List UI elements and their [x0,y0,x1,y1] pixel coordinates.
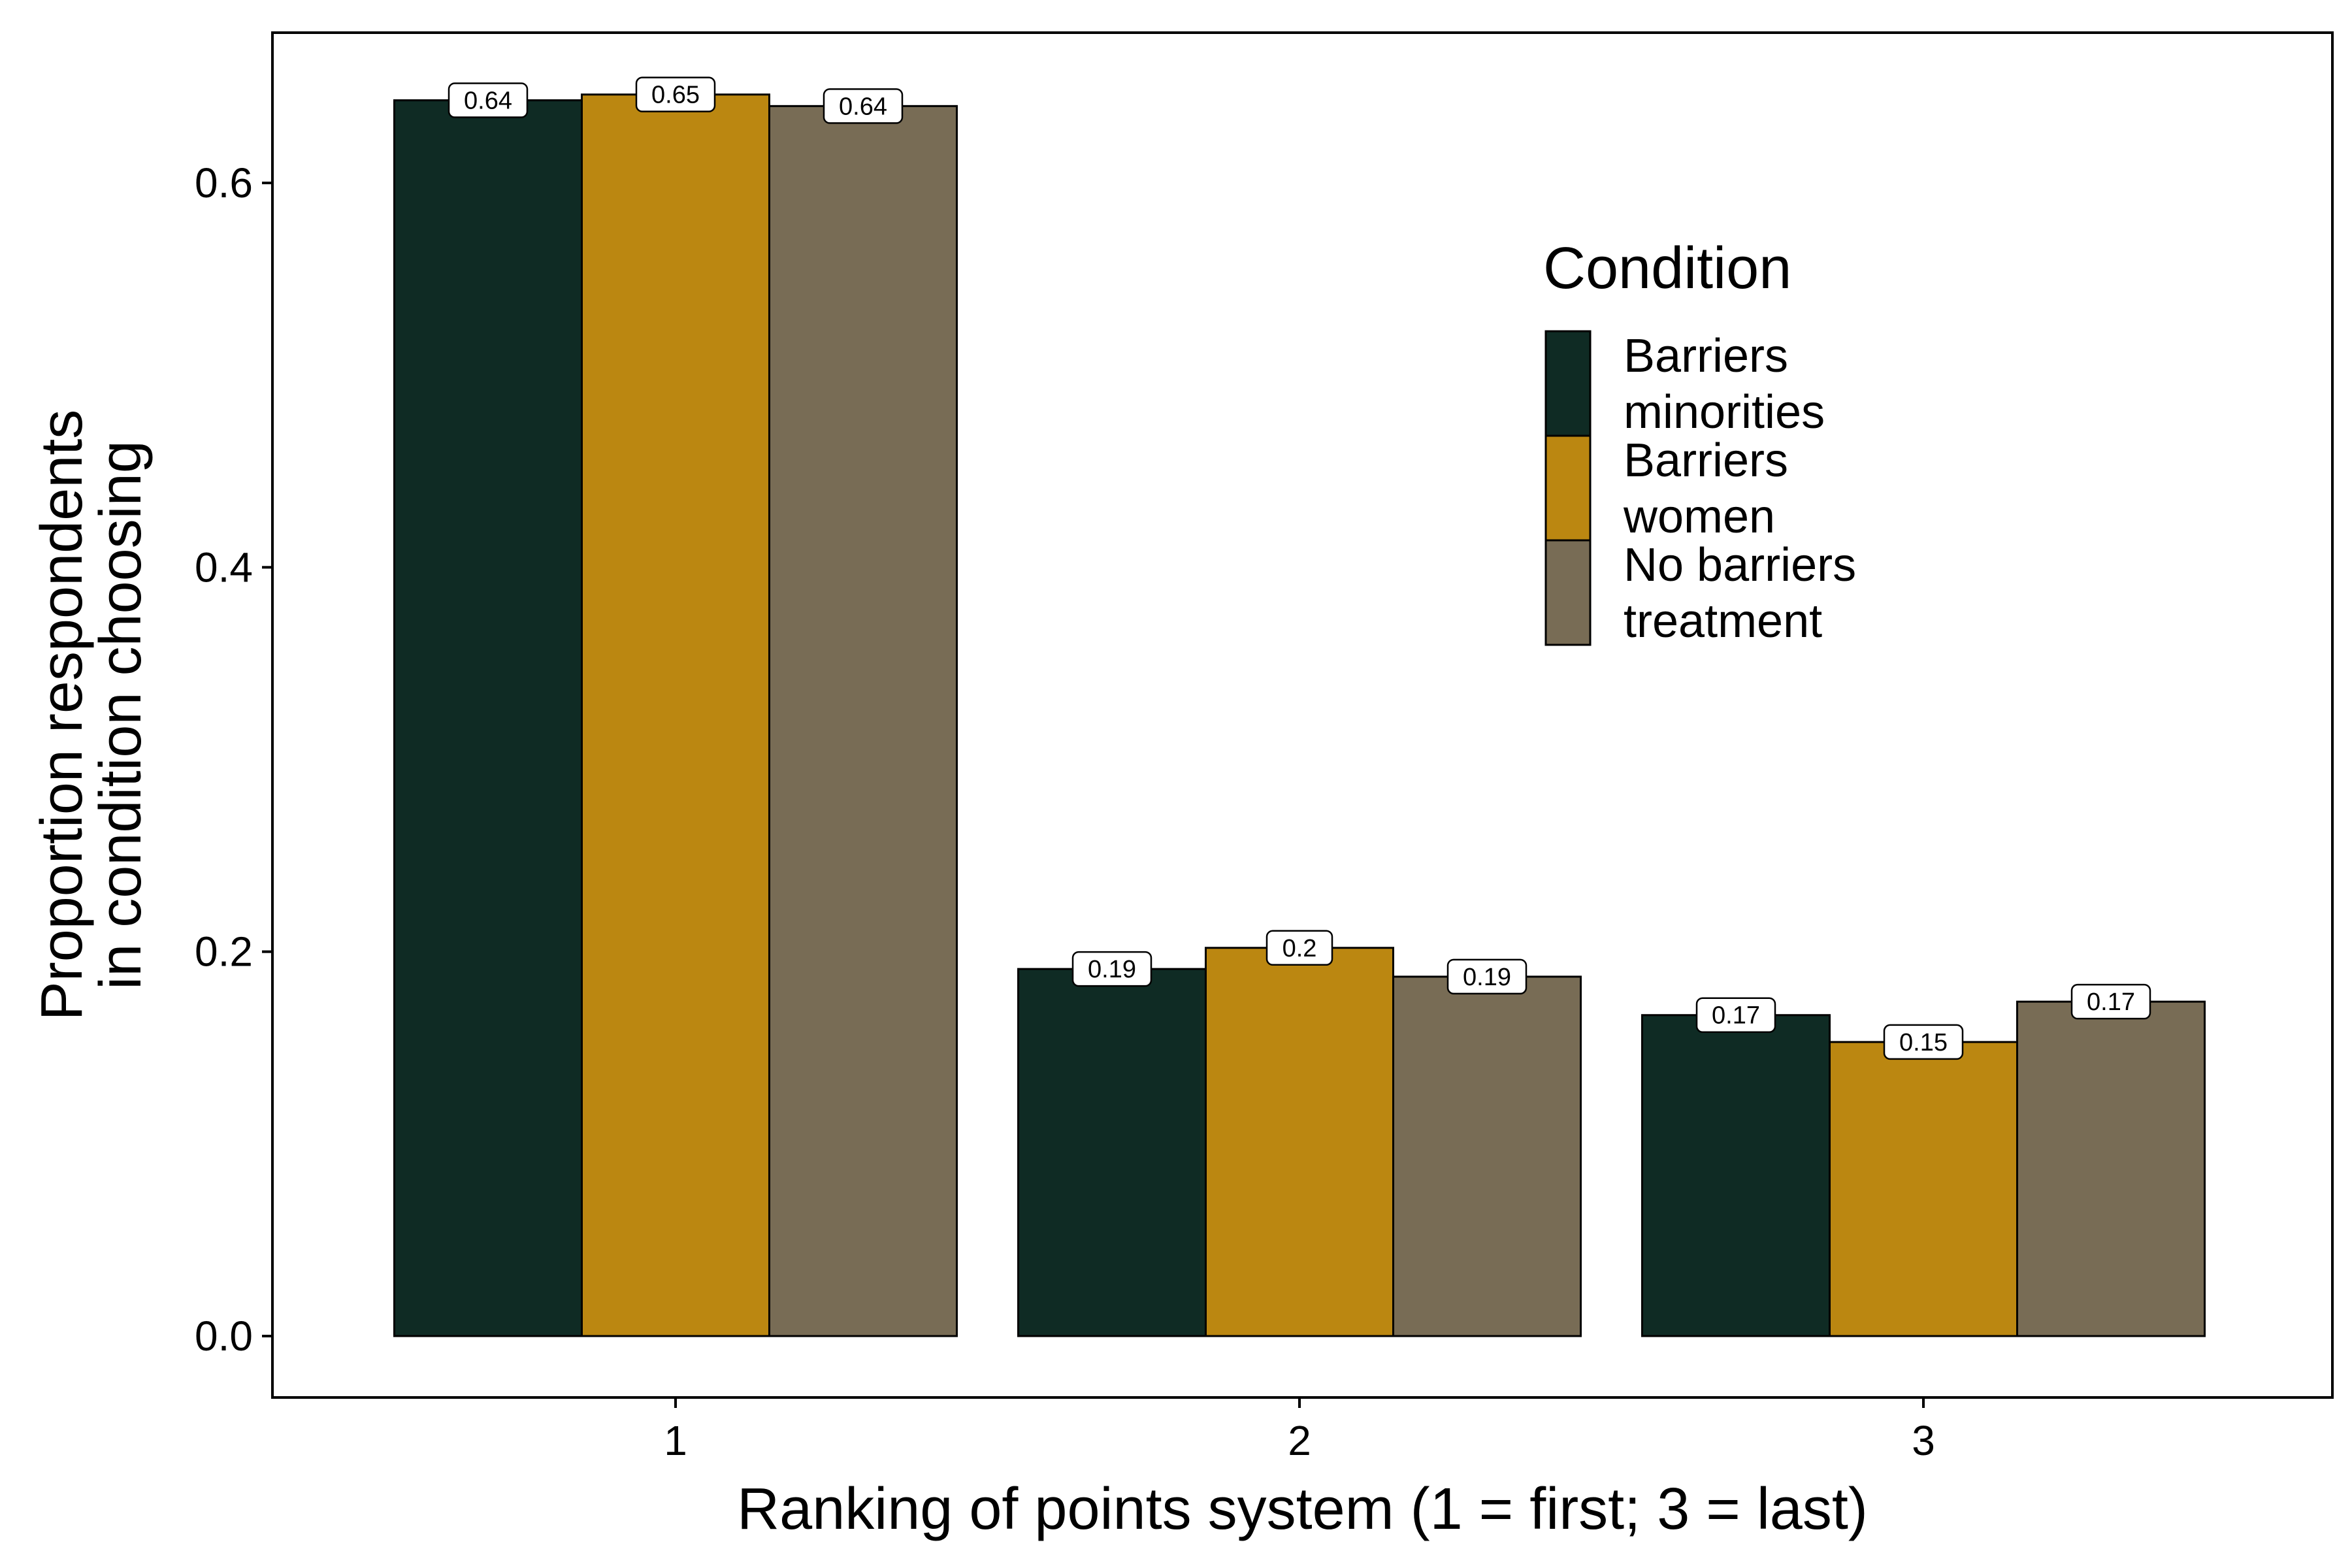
data-labels-layer: 0.64 0.65 0.64 0.19 0.2 0.19 0.17 0.15 0.17 [448,76,2151,1060]
bar-2-1 [581,93,770,1337]
legend-label-line: treatment [1624,595,1822,647]
legend-label-line: minorities [1624,386,1825,438]
bar-3-3 [2016,1000,2206,1337]
data-label: 0.17 [2087,988,2135,1016]
y-axis-title-line: Proportion respondents [29,410,95,1021]
legend-label-line: Barriers [1624,434,1788,487]
data-label-box [823,88,904,124]
x-tick-label: 3 [1912,1417,1935,1464]
x-axis-title: Ranking of points system (1 = first; 3 =… [737,1477,1868,1542]
bar-3-1 [768,105,958,1337]
data-label-box [1071,951,1152,987]
bar-2-3 [1829,1041,2018,1337]
legend-key-2 [1544,434,1592,542]
data-label: 0.17 [1712,1002,1760,1030]
legend-label-line: women [1623,491,1775,543]
x-axis: 1 2 3 [664,1397,1935,1464]
legend-label-line: No barriers [1624,539,1856,591]
legend-title: Condition [1543,236,1791,301]
data-label: 0.15 [1899,1029,1948,1056]
bar-2-2 [1205,947,1394,1337]
data-label-box [1695,997,1776,1033]
data-label: 0.65 [651,82,700,109]
data-label: 0.2 [1282,935,1317,962]
y-tick-label: 0.4 [195,544,253,591]
bar-1-2 [1017,968,1207,1337]
bar-1-3 [1641,1014,1831,1337]
legend-label-line: Barriers [1624,330,1788,382]
bar-3-2 [1392,975,1582,1337]
data-label-box [1266,930,1333,966]
data-label: 0.19 [1463,964,1511,991]
data-label-box [448,82,529,118]
legend-key-1 [1544,330,1592,437]
x-tick-label: 2 [1288,1417,1311,1464]
data-label-box [635,76,716,112]
y-axis-title: Proportion respondentsin condition choos… [29,410,154,1021]
y-tick-label: 0.2 [195,928,253,975]
y-tick-label: 0.0 [195,1313,253,1360]
bar-1-1 [393,99,583,1337]
legend-key-3 [1544,539,1592,646]
data-label: 0.64 [839,93,887,120]
bars-layer [393,93,2206,1337]
legend-label-2: Barriers women [1623,434,1788,543]
data-label: 0.64 [464,88,512,115]
y-axis: 0.0 0.2 0.4 0.6 [195,159,272,1360]
y-tick-label: 0.6 [195,159,253,206]
data-label-box [1446,958,1527,995]
legend-label-1: Barriers minorities [1624,330,1825,438]
plot-panel-border [271,31,2334,1399]
data-label-box [2070,983,2151,1020]
x-tick-label: 1 [664,1417,687,1464]
y-axis-title-line: in condition choosing [88,440,154,990]
data-label-box [1883,1024,1964,1060]
legend-label-3: No barriers treatment [1624,539,1856,647]
data-label: 0.19 [1088,956,1136,983]
